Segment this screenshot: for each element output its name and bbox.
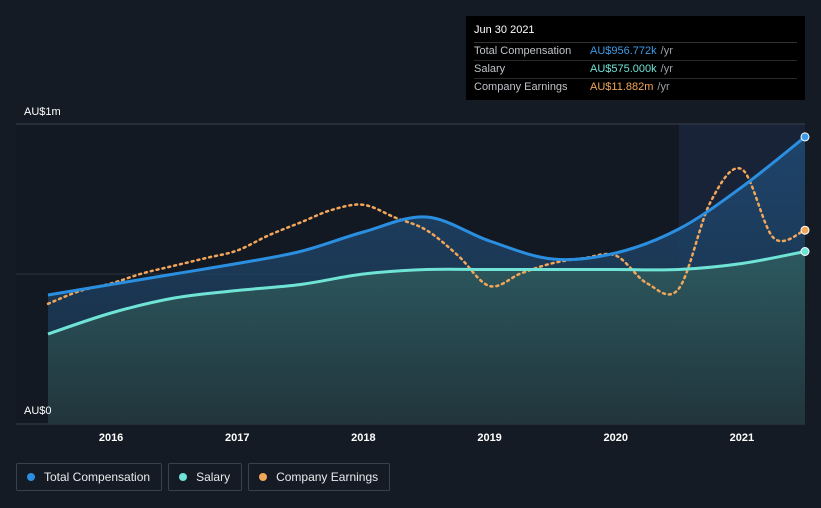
x-axis-tick-labels: 2016 2017 2018 2019 2020 2021 (99, 432, 754, 444)
salary-line (47, 250, 806, 336)
salary-endpoint (800, 247, 810, 256)
legend-label: Salary (196, 470, 231, 484)
legend-dot-icon (259, 473, 268, 481)
tooltip-value: AU$575.000k (590, 63, 657, 75)
tooltip-label: Salary (474, 63, 506, 75)
legend-dot-icon (27, 473, 35, 481)
legend-dot-icon (179, 473, 188, 481)
series-endpoints (800, 132, 810, 256)
total-compensation-line (47, 135, 806, 297)
legend: Total Compensation Salary Company Earnin… (16, 463, 391, 491)
x-tick-label: 2021 (730, 432, 754, 444)
legend-salary[interactable]: Salary (168, 463, 243, 491)
salary-area (48, 251, 805, 424)
legend-total-compensation[interactable]: Total Compensation (16, 463, 163, 491)
tooltip-date: Jun 30 2021 (474, 22, 797, 43)
tooltip-unit: /yr (657, 81, 670, 93)
y-axis-bottom-label: AU$0 (24, 405, 52, 417)
total-compensation-endpoint (800, 132, 810, 142)
tooltip-unit: /yr (660, 63, 673, 75)
tooltip: Jun 30 2021 Total Compensation AU$956.77… (466, 16, 805, 100)
legend-label: Company Earnings (276, 470, 379, 484)
legend-company-earnings[interactable]: Company Earnings (248, 463, 391, 491)
tooltip-value: AU$11.882m (590, 81, 654, 93)
tooltip-row-total: Total Compensation AU$956.772k /yr (474, 43, 797, 61)
tooltip-label: Total Compensation (474, 45, 572, 57)
y-axis-top-label: AU$1m (24, 106, 61, 118)
tooltip-row-earnings: Company Earnings AU$11.882m /yr (474, 79, 797, 96)
tooltip-value: AU$956.772k (590, 45, 657, 57)
company-earnings-line (46, 166, 807, 306)
company-earnings-endpoint (800, 225, 810, 235)
tooltip-row-salary: Salary AU$575.000k /yr (474, 61, 797, 79)
tooltip-unit: /yr (660, 45, 673, 57)
tooltip-label: Company Earnings (474, 81, 568, 93)
x-tick-label: 2020 (604, 432, 628, 444)
x-tick-label: 2018 (351, 432, 375, 444)
x-tick-label: 2017 (225, 432, 249, 444)
series-lines (46, 135, 807, 336)
x-tick-label: 2019 (477, 432, 501, 444)
x-tick-label: 2016 (99, 432, 123, 444)
series-areas (48, 136, 805, 424)
legend-label: Total Compensation (44, 470, 151, 484)
